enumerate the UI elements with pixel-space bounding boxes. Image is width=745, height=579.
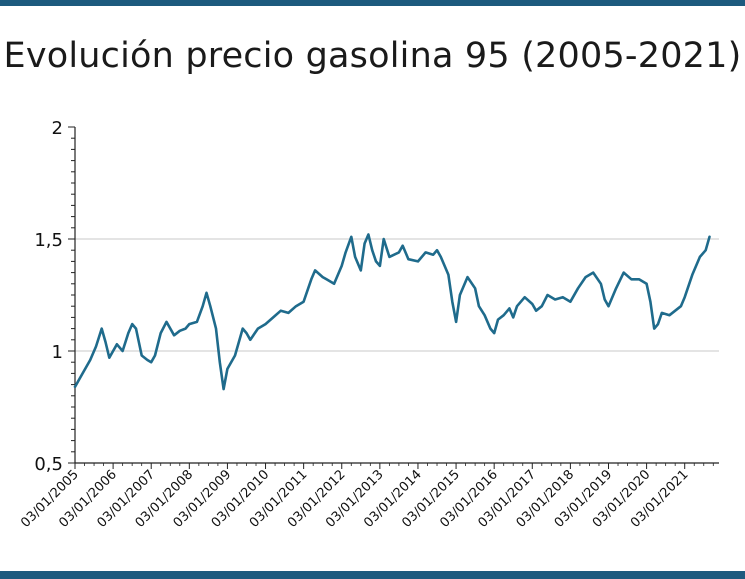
top-accent-bar (0, 0, 745, 6)
bottom-accent-bar (0, 571, 745, 579)
y-tick-label: 0,5 (34, 454, 63, 475)
axes (74, 127, 719, 464)
y-tick-label: 2 (52, 118, 63, 139)
y-axis-ticks: 0,5 1 1,5 2 (34, 118, 75, 475)
gridlines (75, 238, 719, 352)
x-axis-ticks: 03/01/200503/01/200603/01/200703/01/2008… (18, 463, 714, 531)
y-tick-label: 1,5 (34, 230, 63, 251)
y-tick-label: 1 (52, 342, 63, 363)
price-series-line (73, 233, 711, 391)
chart-title: Evolución precio gasolina 95 (2005-2021) (3, 36, 742, 76)
